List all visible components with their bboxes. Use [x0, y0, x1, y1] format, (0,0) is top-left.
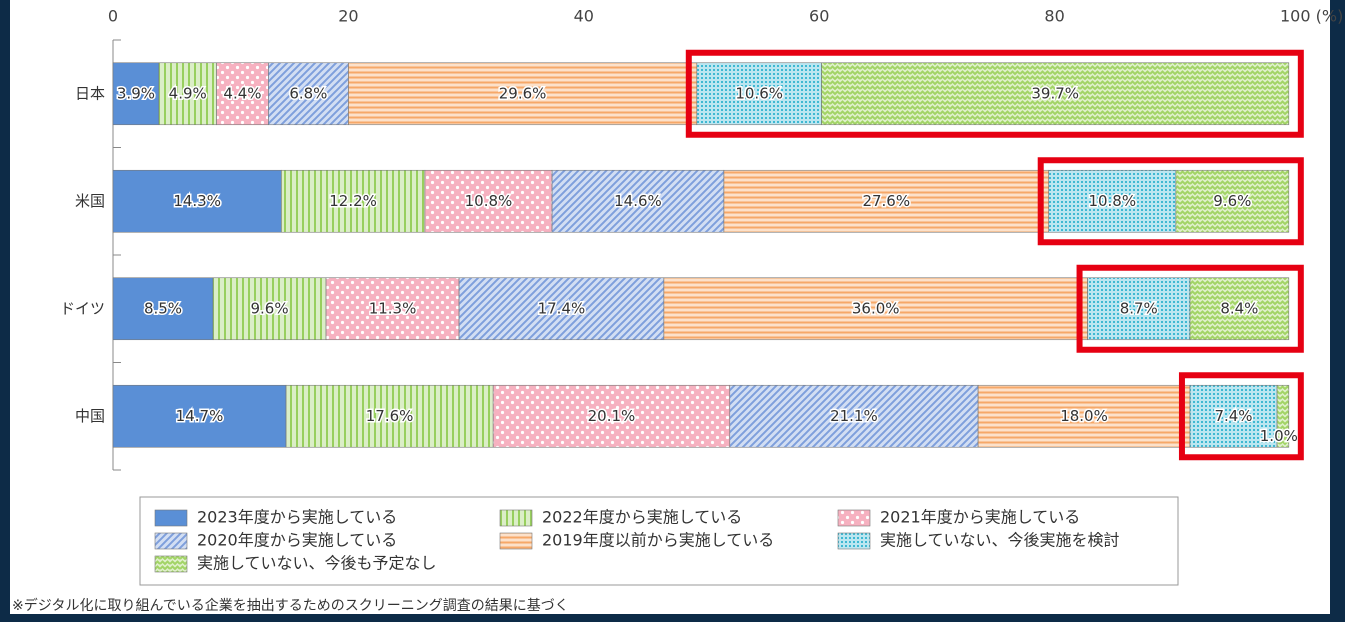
x-tick-label: 100 (%)	[1280, 7, 1343, 26]
value-label: 29.6%	[499, 84, 547, 102]
legend-label: 2020年度から実施している	[197, 531, 397, 550]
bar-segment	[977, 384, 1191, 448]
value-label: 9.6%	[1213, 192, 1251, 210]
bar-segment	[112, 277, 214, 341]
legend-label: 実施していない、今後も予定なし	[197, 554, 437, 573]
value-label: 8.4%	[1220, 299, 1258, 317]
value-label: 11.3%	[369, 299, 417, 317]
value-label: 36.0%	[852, 299, 900, 317]
value-label: 14.3%	[173, 192, 221, 210]
bar-segment	[216, 62, 269, 126]
bar-segment	[458, 277, 665, 341]
bar-segment	[325, 277, 460, 341]
value-label: 3.9%	[117, 84, 155, 102]
bar-segment	[696, 62, 822, 126]
bar-segment	[281, 169, 426, 233]
x-tick-label: 60	[809, 7, 829, 26]
legend-label: 2022年度から実施している	[542, 508, 742, 527]
value-label: 4.9%	[169, 84, 207, 102]
y-tick-label: 日本	[75, 84, 105, 102]
value-label: 21.1%	[830, 407, 878, 425]
bar-segment	[112, 384, 287, 448]
legend-label: 2021年度から実施している	[880, 508, 1080, 527]
bar-segment	[1276, 384, 1290, 448]
legend-box	[139, 496, 1179, 586]
value-label: 6.8%	[289, 84, 327, 102]
value-label: 18.0%	[1060, 407, 1108, 425]
legend-label: 実施していない、今後実施を検討	[880, 531, 1120, 550]
value-label: 39.7%	[1031, 84, 1079, 102]
bar-segment	[1087, 277, 1191, 341]
legend-swatch	[154, 532, 188, 550]
x-tick-label: 0	[108, 7, 118, 26]
bar-segment	[268, 62, 349, 126]
bar-segment	[158, 62, 217, 126]
highlight-box	[1076, 264, 1304, 353]
y-tick-label: ドイツ	[60, 299, 105, 317]
value-label: 9.6%	[250, 299, 288, 317]
legend-swatch	[154, 555, 188, 573]
highlight-box	[1178, 372, 1304, 461]
bar-segment	[1189, 277, 1290, 341]
legend-swatch	[499, 532, 533, 550]
y-tick-label: 米国	[75, 192, 105, 210]
highlight-box	[685, 49, 1304, 138]
value-label: 7.4%	[1214, 407, 1252, 425]
value-label: 1.0%	[1260, 427, 1298, 445]
value-label: 10.8%	[465, 192, 513, 210]
legend-label: 2023年度から実施している	[197, 508, 397, 527]
footnote: ※デジタル化に取り組んでいる企業を抽出するためのスクリーニング調査の結果に基づく	[12, 597, 569, 614]
value-label: 8.5%	[144, 299, 182, 317]
value-label: 14.6%	[614, 192, 662, 210]
legend-swatch	[837, 509, 871, 527]
value-label: 20.1%	[588, 407, 636, 425]
x-tick-label: 20	[338, 7, 358, 26]
value-label: 14.7%	[176, 407, 224, 425]
bar-segment	[551, 169, 725, 233]
value-label: 17.4%	[538, 299, 586, 317]
bar-segment	[112, 62, 160, 126]
value-label: 17.6%	[366, 407, 414, 425]
y-tick-label: 中国	[75, 407, 105, 425]
highlight-box	[1037, 157, 1304, 246]
value-label: 8.7%	[1120, 299, 1158, 317]
legend-swatch	[154, 509, 188, 527]
bar-segment	[723, 169, 1050, 233]
legend-swatch	[837, 532, 871, 550]
bar-segment	[1175, 169, 1290, 233]
value-label: 27.6%	[862, 192, 910, 210]
value-label: 12.2%	[329, 192, 377, 210]
bar-segment	[1048, 169, 1177, 233]
legend-swatch	[499, 509, 533, 527]
x-tick-label: 40	[574, 7, 594, 26]
bar-segment	[729, 384, 979, 448]
legend-label: 2019年度以前から実施している	[542, 531, 774, 550]
bar-segment	[1189, 384, 1278, 448]
bar-segment	[821, 62, 1290, 126]
value-label: 4.4%	[223, 84, 261, 102]
bar-segment	[112, 169, 282, 233]
value-label: 10.8%	[1088, 192, 1136, 210]
x-tick-label: 80	[1044, 7, 1064, 26]
value-label: 10.6%	[735, 84, 783, 102]
bar-segment	[348, 62, 698, 126]
